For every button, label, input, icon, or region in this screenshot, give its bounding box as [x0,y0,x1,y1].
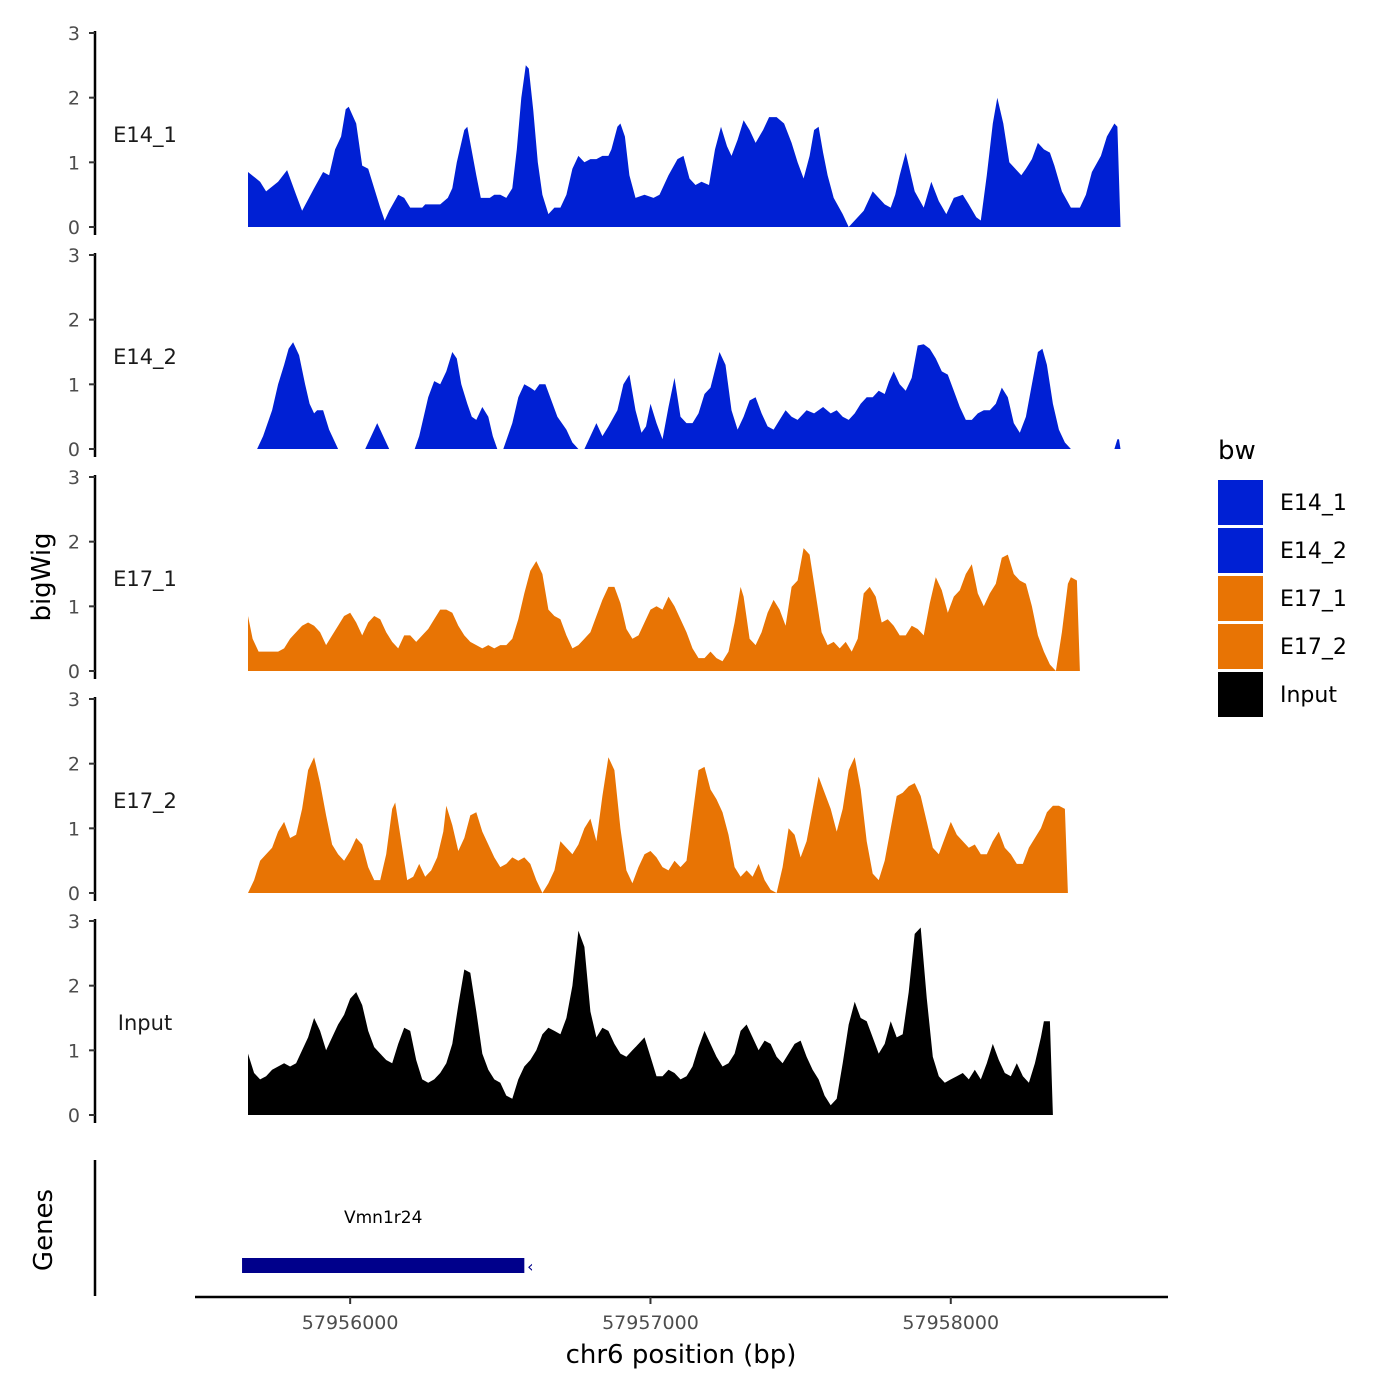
y-tick-label: 1 [68,596,80,618]
y-tick-label: 3 [68,245,80,267]
track-E17_2: 0 1 2 3 E17_2 [68,689,1068,905]
legend-swatch [1218,672,1263,717]
track-label: E17_2 [113,789,177,814]
strand-arrow-icon: ‹ [527,1257,533,1276]
y-tick-label: 2 [68,976,80,998]
track-label: E14_1 [113,123,177,148]
y-tick-label: 1 [68,1040,80,1062]
legend-label: E14_2 [1280,539,1347,564]
y-tick-label: 0 [68,883,80,905]
x-axis: chr6 position (bp) 57956000 57957000 57958… [195,1295,1168,1370]
y-tick-label: 2 [68,310,80,332]
legend-swatch [1218,624,1263,669]
track-Input: 0 1 2 3 Input [68,911,1053,1127]
x-axis-title: chr6 position (bp) [566,1340,797,1370]
y-tick-label: 2 [68,532,80,554]
signal-area-E17_2 [248,757,1068,893]
gene-body [242,1258,525,1273]
y-tick-label: 1 [68,152,80,174]
signal-area-E17_1 [248,548,1080,671]
bigwig-tracks: 0 1 2 3 E14_1 0 1 2 3 E14_2 0 1 2 3 E17_1 0 1 2 3 E17_2 0 1 2 3… [68,23,1121,1127]
y-tick-label: 3 [68,467,80,489]
gene-label: Vmn1r24 [344,1208,422,1228]
signal-area-Input [248,927,1053,1115]
y-tick-label: 0 [68,661,80,683]
track-E17_1: 0 1 2 3 E17_1 [68,467,1080,683]
track-E14_1: 0 1 2 3 E14_1 [68,23,1121,239]
y-tick-label: 1 [68,818,80,840]
track-label: Input [118,1011,172,1035]
x-tick-label: 57957000 [602,1312,699,1334]
legend-item: E17_2 [1218,624,1347,669]
legend: bw E14_1 E14_2 E17_1 E17_2 Input [1218,436,1347,717]
y-tick-label: 0 [68,439,80,461]
legend-item: E14_1 [1218,480,1347,525]
y-axis-title: bigWig [27,532,57,621]
signal-area-E14_2 [257,342,1121,449]
y-tick-label: 2 [68,88,80,110]
genes-axis-title: Genes [29,1189,59,1271]
y-tick-label: 0 [68,217,80,239]
y-tick-label: 0 [68,1105,80,1127]
y-tick-label: 3 [68,911,80,933]
y-tick-label: 3 [68,23,80,45]
gene-track: Genes ‹ Vmn1r24 [29,1160,534,1296]
legend-label: E17_1 [1280,587,1347,612]
legend-label: Input [1280,683,1337,708]
legend-label: E14_1 [1280,491,1347,516]
y-tick-label: 3 [68,689,80,711]
legend-swatch [1218,480,1263,525]
legend-item: Input [1218,672,1337,717]
x-tick-label: 57958000 [902,1312,999,1334]
x-tick-label: 57956000 [302,1312,399,1334]
track-E14_2: 0 1 2 3 E14_2 [68,245,1121,461]
legend-item: E14_2 [1218,528,1347,573]
legend-swatch [1218,528,1263,573]
legend-swatch [1218,576,1263,621]
legend-label: E17_2 [1280,635,1347,660]
track-label: E14_2 [113,345,177,370]
legend-title: bw [1218,436,1256,466]
y-tick-label: 2 [68,754,80,776]
legend-item: E17_1 [1218,576,1347,621]
signal-area-E14_1 [248,65,1121,227]
y-tick-label: 1 [68,374,80,396]
track-label: E17_1 [113,567,177,592]
